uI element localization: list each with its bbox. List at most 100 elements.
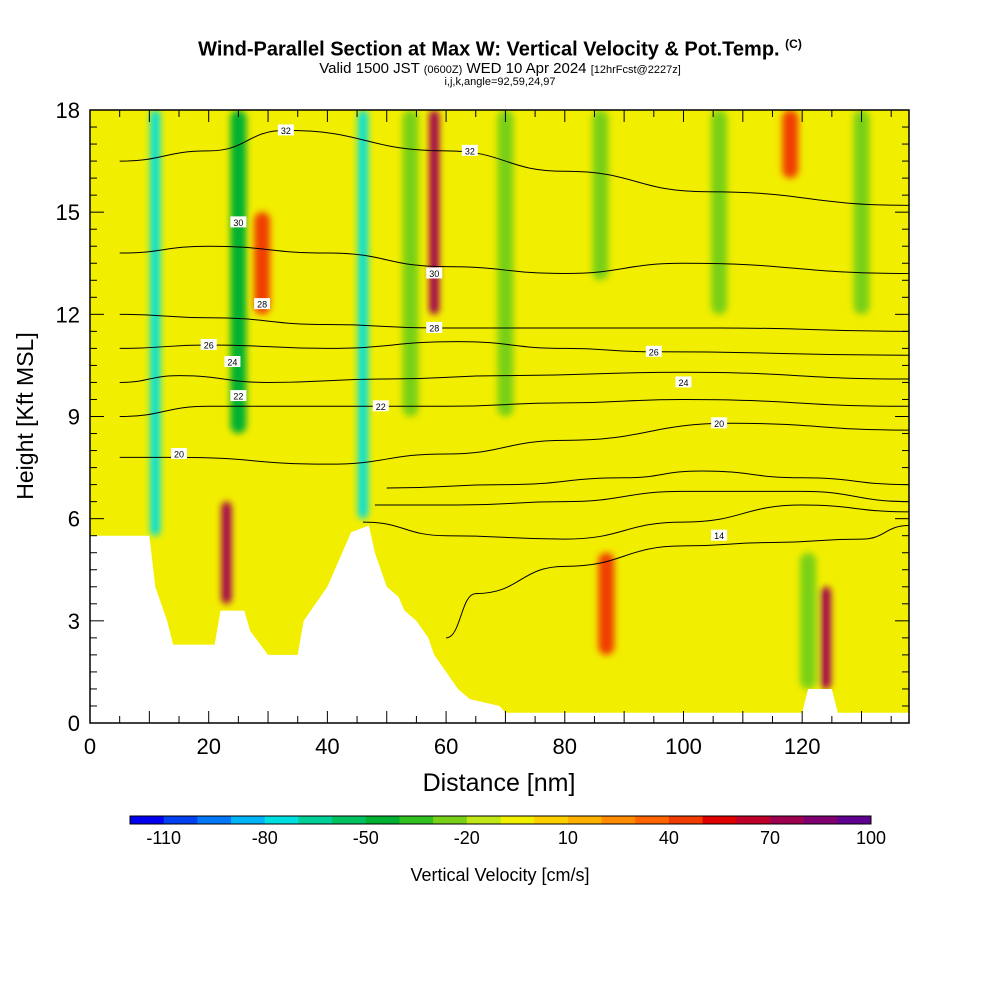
contour-label-bg (224, 356, 241, 368)
downdraft-column (800, 552, 817, 689)
copyright-mark: (C) (785, 37, 802, 51)
y-tick-label: 6 (68, 507, 80, 532)
colorbar-swatch (567, 816, 603, 824)
contour-label: 28 (257, 300, 267, 310)
colorbar-tick-label: -80 (252, 828, 278, 848)
contour-label-bg (230, 216, 247, 228)
contour-label-bg (426, 267, 443, 279)
colorbar-tick-label: -50 (353, 828, 379, 848)
y-tick-label: 3 (68, 609, 80, 634)
downdraft-column (853, 110, 870, 315)
colorbar-swatch (837, 816, 872, 824)
contour-label: 26 (204, 340, 214, 350)
colorbar-tick-label: 70 (760, 828, 780, 848)
updraft-core (820, 586, 831, 689)
contour-label-bg (372, 400, 389, 412)
valid-utc: (0600Z) (423, 64, 463, 76)
contour-label-bg (254, 298, 271, 310)
colorbar-label: Vertical Velocity [cm/s] (410, 865, 589, 885)
valid-date: WED 10 Apr 2024 (466, 60, 587, 77)
colorbar-tick-label: -110 (146, 828, 181, 848)
colorbar-tick-label: 40 (659, 828, 679, 848)
contour-label-bg (277, 124, 294, 136)
colorbar-swatch (635, 816, 670, 824)
updraft-core (598, 552, 615, 655)
updraft-core (221, 501, 232, 604)
contour-label: 28 (429, 323, 439, 333)
y-tick-label: 9 (68, 405, 80, 430)
contour-label-bg (200, 338, 217, 350)
colorbar-tick-label: 100 (856, 828, 886, 848)
updraft-core (782, 110, 799, 179)
theta-contour-16 (362, 504, 909, 540)
x-tick-label: 100 (665, 734, 702, 759)
contour-label: 22 (376, 402, 386, 412)
y-axis-label: Height [Kft MSL] (12, 332, 38, 499)
theta-contour-30 (119, 245, 909, 274)
colorbar-swatch (803, 816, 838, 824)
colorbar-tick-label: -20 (454, 828, 480, 848)
velocity-field (150, 110, 870, 689)
downdraft-column (230, 110, 247, 434)
section-params: i,j,k,angle=92,59,24,97 (444, 76, 556, 88)
downdraft-column (358, 110, 368, 519)
colorbar-swatch (500, 816, 535, 824)
theta-contour-20 (119, 422, 909, 465)
colorbar-swatch (163, 816, 198, 824)
theta-contour-14 (445, 524, 909, 639)
contour-label: 22 (233, 392, 243, 402)
downdraft-column (497, 110, 514, 417)
colorbar-swatch (197, 816, 232, 824)
theta-contour-18 (386, 470, 909, 489)
y-tick-label: 0 (68, 711, 80, 736)
contour-label: 20 (714, 419, 724, 429)
contour-label-bg (675, 376, 692, 388)
updraft-core (254, 212, 271, 315)
colorbar-swatch (399, 816, 434, 824)
chart-subtitle: Valid 1500 JST (0600Z) WED 10 Apr 2024 [… (0, 60, 1000, 77)
valid-time: Valid 1500 JST (319, 60, 420, 77)
updraft-core (429, 110, 440, 315)
y-tick-label: 12 (56, 302, 80, 327)
theta-contours: 32 32 30 30 28 28 26 26 24 24 22 22 20 20 14 (119, 124, 909, 639)
contour-label: 32 (465, 146, 475, 156)
contour-label: 14 (714, 531, 724, 541)
contour-label: 30 (429, 269, 439, 279)
contour-label: 24 (678, 378, 688, 388)
colorbar-swatch (668, 816, 704, 824)
axes: 0 20 40 60 80 100 120 0 3 6 9 12 15 18 (56, 98, 909, 759)
contour-label: 30 (233, 218, 243, 228)
downdraft-column (711, 110, 728, 315)
x-tick-label: 60 (434, 734, 458, 759)
chart-title: Wind-Parallel Section at Max W: Vertical… (0, 37, 1000, 62)
colorbar-swatch (332, 816, 367, 824)
colorbar-swatch (433, 816, 468, 824)
title-main: Wind-Parallel Section at Max W: Vertical… (198, 38, 780, 61)
colorbar-swatch (534, 816, 569, 824)
colorbar-swatch (365, 816, 400, 824)
colorbar-swatch (231, 816, 266, 824)
contour-label-bg (645, 345, 662, 357)
contour-label: 26 (649, 347, 659, 357)
colorbar-swatch (466, 816, 501, 824)
colorbar-swatch (601, 816, 636, 824)
colorbar-tick-label: 10 (558, 828, 578, 848)
colorbar-swatch (702, 816, 737, 824)
y-tick-label: 15 (56, 200, 80, 225)
x-tick-label: 80 (553, 734, 577, 759)
contour-label-bg (171, 447, 188, 459)
x-tick-label: 20 (196, 734, 220, 759)
contour-label: 20 (174, 449, 184, 459)
contour-label: 24 (227, 358, 237, 368)
colorbar-swatch (769, 816, 805, 824)
contour-label: 32 (281, 126, 291, 136)
theta-contour-16 (374, 490, 909, 506)
theta-contour-24 (119, 371, 909, 383)
contour-label-bg (230, 390, 247, 402)
x-axis-label: Distance [nm] (423, 769, 576, 797)
colorbar-frame (129, 815, 872, 825)
y-tick-label: 18 (56, 98, 80, 123)
theta-contour-26 (119, 341, 909, 356)
theta-contour-28 (119, 313, 909, 332)
